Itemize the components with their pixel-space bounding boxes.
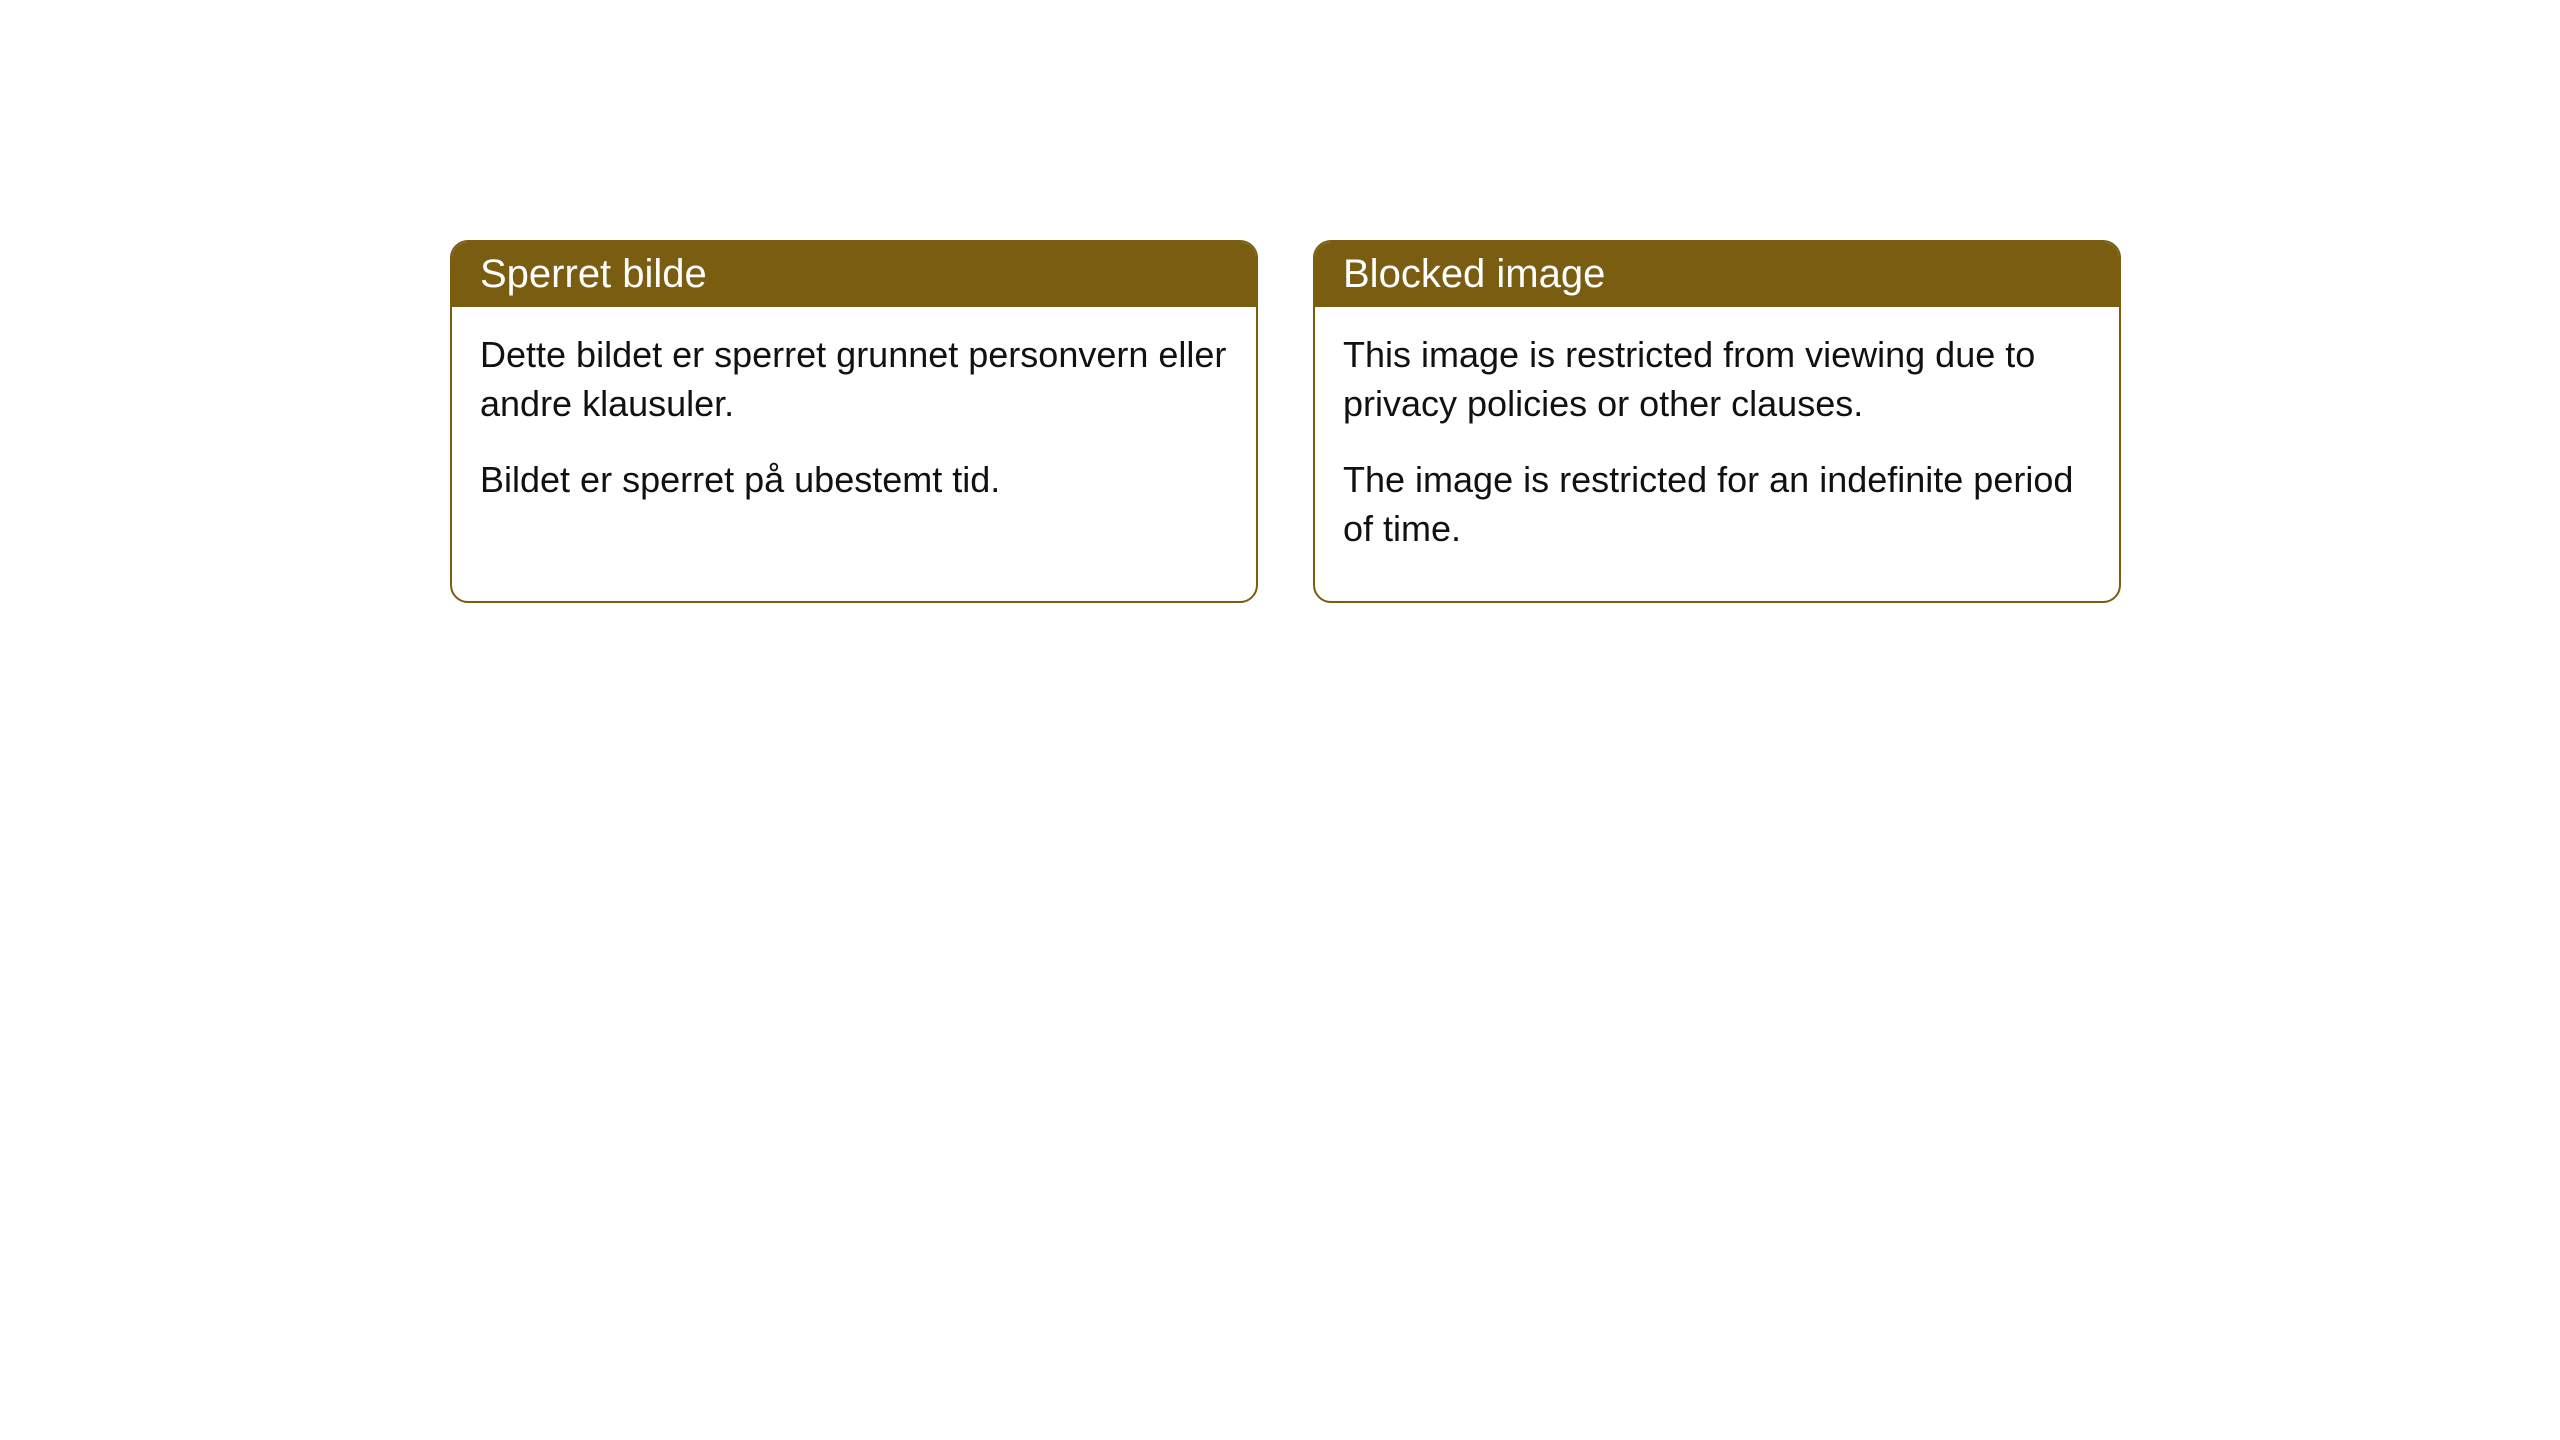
card-body: This image is restricted from viewing du…: [1315, 307, 2119, 601]
card-paragraph: The image is restricted for an indefinit…: [1343, 456, 2091, 553]
card-title: Sperret bilde: [452, 242, 1256, 307]
notice-card-norwegian: Sperret bilde Dette bildet er sperret gr…: [450, 240, 1258, 603]
card-body: Dette bildet er sperret grunnet personve…: [452, 307, 1256, 553]
card-paragraph: This image is restricted from viewing du…: [1343, 331, 2091, 428]
notice-cards-container: Sperret bilde Dette bildet er sperret gr…: [450, 240, 2121, 603]
card-paragraph: Dette bildet er sperret grunnet personve…: [480, 331, 1228, 428]
card-title: Blocked image: [1315, 242, 2119, 307]
card-paragraph: Bildet er sperret på ubestemt tid.: [480, 456, 1228, 505]
notice-card-english: Blocked image This image is restricted f…: [1313, 240, 2121, 603]
